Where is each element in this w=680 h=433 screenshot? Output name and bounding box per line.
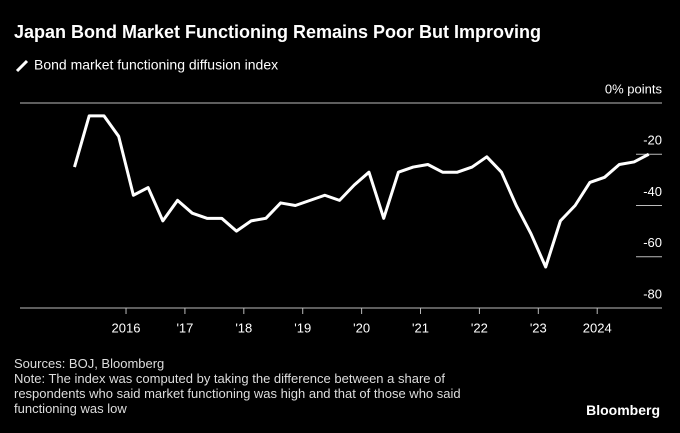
x-tick-label: '19	[294, 320, 311, 335]
line	[73, 114, 650, 269]
footer: Sources: BOJ, Bloomberg Note: The index …	[14, 356, 514, 416]
y-tick-label: -20	[643, 133, 662, 148]
y-tick-label: -60	[643, 235, 662, 250]
note: Note: The index was computed by taking t…	[14, 371, 461, 416]
y-tick-label: -40	[643, 184, 662, 199]
x-tick-label: 2016	[112, 320, 141, 335]
chart-title: Japan Bond Market Functioning Remains Po…	[14, 22, 541, 42]
x-tick-label: '21	[412, 320, 429, 335]
legend-icon	[15, 59, 29, 73]
x-tick-label: '17	[176, 320, 193, 335]
y-tick-label: 0% points	[605, 81, 663, 96]
x-tick-label: '22	[471, 320, 488, 335]
legend-label: Bond market functioning diffusion index	[34, 57, 278, 73]
source: Sources: BOJ, Bloomberg	[14, 356, 165, 371]
brand: Bloomberg	[586, 402, 660, 418]
x-tick-label: '18	[235, 320, 252, 335]
y-tick-label: -80	[643, 286, 662, 301]
x-tick-label: '20	[353, 320, 370, 335]
x-tick-label: 2024	[583, 320, 612, 335]
x-tick-label: '23	[530, 320, 547, 335]
